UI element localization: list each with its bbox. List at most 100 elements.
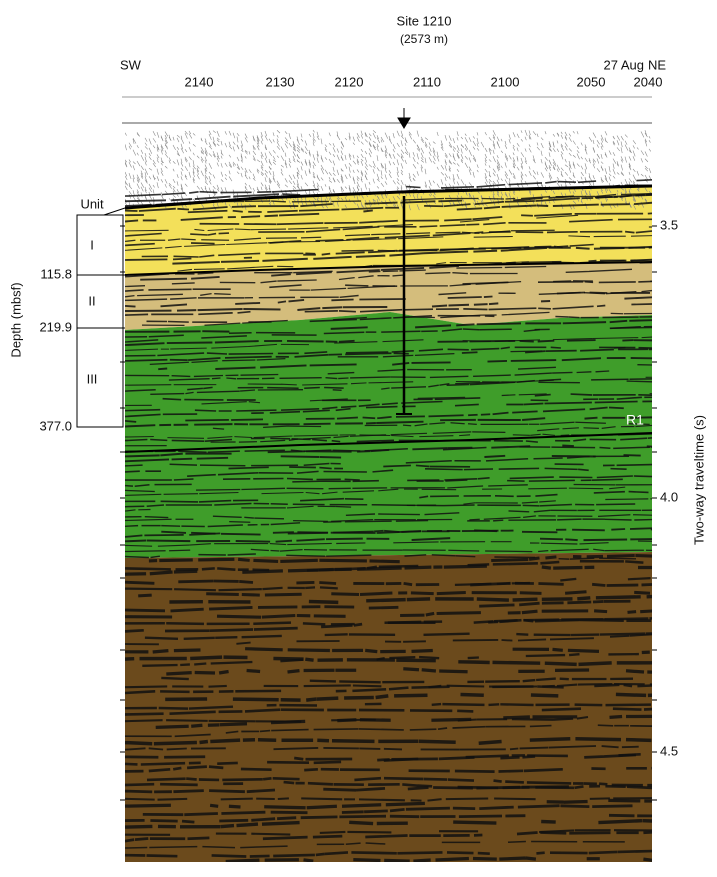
reflection	[125, 235, 652, 251]
noise	[132, 135, 651, 145]
reflection	[125, 765, 652, 773]
depth-label: 219.9	[39, 319, 72, 334]
reflection	[125, 201, 652, 223]
reflection	[125, 364, 652, 378]
unit-connector	[103, 207, 126, 216]
reflection	[125, 424, 652, 447]
reflection	[140, 258, 652, 281]
reflection	[125, 339, 652, 347]
reflection	[187, 467, 627, 477]
reflection	[125, 475, 652, 482]
noise	[125, 156, 649, 166]
right-axis: 3.5 4.0 4.5	[120, 217, 678, 801]
reflection	[125, 478, 623, 487]
reflection	[125, 745, 639, 751]
reflection	[125, 655, 652, 667]
reflection	[148, 553, 652, 564]
reflection	[125, 647, 650, 655]
reflection	[125, 296, 652, 312]
reflection	[125, 490, 649, 503]
reflection	[125, 303, 652, 316]
reflection	[125, 179, 652, 197]
right-tick-label: 4.0	[660, 489, 678, 504]
reflection	[149, 346, 626, 366]
reflection	[125, 483, 652, 493]
unit-name: I	[90, 237, 94, 252]
sw-label: SW	[120, 57, 142, 72]
ne-label: NE	[648, 57, 666, 72]
right-axis-title: Two-way traveltime (s)	[691, 415, 706, 545]
depth-label: 115.8	[40, 266, 72, 281]
unit-ii-layer	[125, 262, 652, 330]
depth-title: Depth (mbsf)	[8, 282, 23, 357]
reflection	[125, 416, 652, 428]
reflection	[172, 245, 652, 265]
reflection	[225, 856, 652, 862]
noise	[144, 165, 652, 175]
reflection	[150, 380, 652, 395]
reflection	[125, 291, 651, 308]
reflection	[125, 454, 641, 463]
subtitle: (2573 m)	[400, 32, 448, 46]
unit-name: II	[88, 293, 95, 308]
date-label: 27 Aug	[604, 57, 645, 72]
noise	[136, 132, 648, 142]
reflection	[125, 509, 652, 520]
reflection	[125, 502, 636, 508]
reflection	[125, 813, 652, 824]
reflection	[168, 370, 610, 381]
reflection	[125, 724, 652, 738]
reflection	[125, 396, 652, 412]
unit-boundary	[125, 261, 652, 276]
reflection	[125, 797, 652, 802]
reflection	[161, 676, 634, 684]
reflection	[199, 212, 652, 226]
reflection	[125, 783, 652, 794]
reflection	[166, 667, 652, 676]
noise	[132, 147, 652, 157]
site-arrow	[397, 108, 411, 129]
reflection	[125, 537, 652, 543]
reflection	[125, 230, 652, 247]
reflection	[125, 280, 652, 298]
reflection	[125, 564, 652, 576]
top-tick-label: 2110	[413, 74, 441, 89]
reflection	[125, 683, 652, 695]
noise	[125, 159, 631, 169]
reflection	[125, 455, 630, 467]
reflection	[125, 319, 652, 333]
unit-name: III	[87, 371, 98, 386]
reflector-r1	[125, 432, 652, 453]
reflection	[165, 692, 652, 702]
reflection	[125, 444, 652, 458]
top-tick-label: 2130	[266, 74, 295, 89]
reflection	[169, 594, 652, 605]
noise	[136, 150, 648, 160]
depth-label: 377.0	[39, 418, 72, 433]
reflection	[138, 590, 651, 598]
r1-label: R1	[626, 412, 644, 428]
reflection	[155, 714, 652, 730]
reflection	[125, 463, 652, 473]
reflection	[125, 599, 631, 613]
reflection	[142, 804, 633, 817]
top-tick-label: 2120	[335, 74, 364, 89]
reflection	[162, 393, 652, 402]
reflection	[141, 311, 652, 327]
top-tick-label: 2040	[634, 74, 663, 89]
right-tick-label: 4.5	[660, 743, 678, 758]
reflection	[125, 486, 626, 496]
seafloor	[125, 184, 652, 210]
top-tick-label: 2100	[491, 74, 520, 89]
reflection	[142, 652, 639, 667]
seismic-texture	[125, 129, 652, 862]
reflection	[125, 378, 652, 392]
reflection	[125, 798, 652, 810]
reflection	[125, 400, 652, 418]
reflection	[125, 702, 652, 710]
seismic-panel	[125, 129, 652, 862]
reflection	[125, 818, 652, 829]
noise	[125, 174, 652, 183]
top-axis: 2140 2130 2120 2110 2100 2050 2040	[185, 74, 663, 89]
